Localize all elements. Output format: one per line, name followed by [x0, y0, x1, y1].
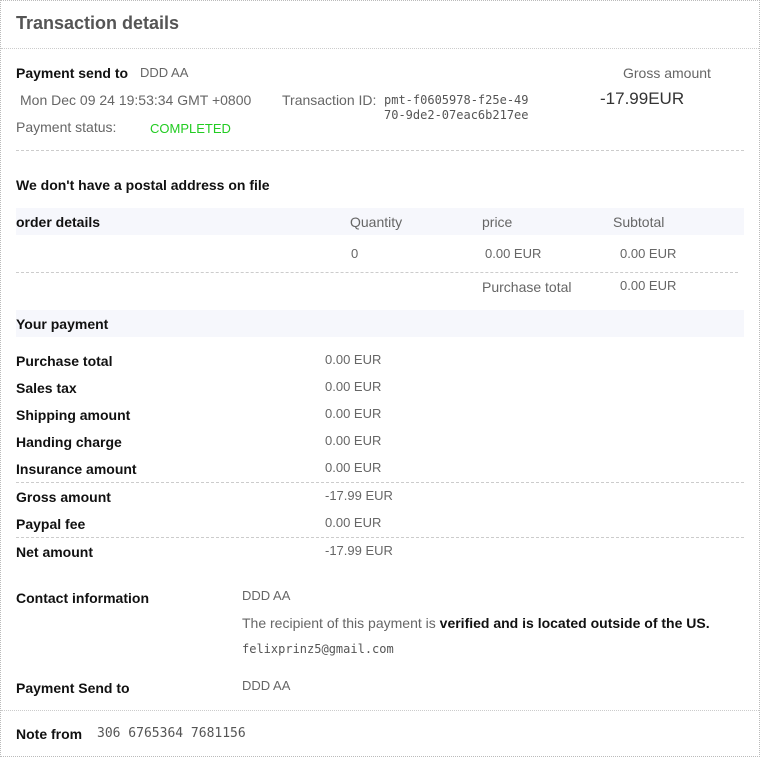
payment-row-label: Shipping amount	[16, 407, 131, 423]
payment-row-label: Insurance amount	[16, 461, 137, 477]
verification-status: verified and is located outside of the U…	[439, 615, 710, 631]
payment-send-to-footer-value: DDD AA	[242, 678, 291, 693]
payment-row-label: Net amount	[16, 544, 93, 560]
divider	[1, 710, 759, 711]
price-header: price	[482, 214, 513, 230]
contact-information-label: Contact information	[16, 590, 149, 606]
transaction-date: Mon Dec 09 24 19:53:34 GMT +0800	[20, 92, 252, 108]
transaction-id-label: Transaction ID:	[282, 92, 377, 108]
purchase-total-value: 0.00 EUR	[620, 278, 677, 293]
contact-name: DDD AA	[242, 588, 291, 603]
payment-send-to-value: DDD AA	[140, 65, 189, 80]
payment-row-value: 0.00 EUR	[325, 515, 382, 530]
payment-row-value: 0.00 EUR	[325, 379, 382, 394]
your-payment-header: Your payment	[16, 316, 109, 332]
purchase-total-label: Purchase total	[482, 279, 572, 295]
postal-address-notice: We don't have a postal address on file	[16, 177, 270, 193]
order-subtotal: 0.00 EUR	[620, 246, 677, 261]
payment-row-label: Purchase total	[16, 353, 113, 369]
order-details-header: order details	[16, 214, 101, 230]
payment-status-label: Payment status:	[16, 119, 117, 135]
divider	[16, 150, 744, 151]
contact-email[interactable]: felixprinz5@gmail.com	[242, 642, 394, 656]
divider	[1, 48, 759, 49]
transaction-id-line1: pmt-f0605978-f25e-49	[384, 93, 529, 107]
divider	[16, 272, 738, 273]
verification-text: The recipient of this payment is verifie…	[242, 615, 710, 631]
payment-row-value: 0.00 EUR	[325, 433, 382, 448]
quantity-header: Quantity	[350, 214, 403, 230]
payment-row-value: -17.99 EUR	[325, 488, 393, 503]
payment-row-value: 0.00 EUR	[325, 352, 382, 367]
divider	[16, 482, 744, 483]
gross-amount-label: Gross amount	[623, 65, 711, 81]
payment-send-to-footer-label: Payment Send to	[16, 680, 130, 696]
note-from-value: 306 6765364 7681156	[97, 726, 246, 741]
gross-amount-value: -17.99EUR	[600, 89, 685, 108]
payment-row-value: 0.00 EUR	[325, 460, 382, 475]
order-header-band	[16, 208, 744, 235]
page-title: Transaction details	[16, 13, 180, 33]
payment-row-label: Handing charge	[16, 434, 122, 450]
note-from-label: Note from	[16, 726, 83, 742]
transaction-id-line2: 70-9de2-07eac6b217ee	[384, 108, 529, 122]
payment-row-label: Sales tax	[16, 380, 77, 396]
verification-prefix: The recipient of this payment is	[242, 615, 440, 631]
payment-send-to-label: Payment send to	[16, 65, 129, 81]
payment-row-label: Gross amount	[16, 489, 111, 505]
order-price: 0.00 EUR	[485, 246, 542, 261]
payment-header-band	[16, 310, 744, 337]
divider	[16, 537, 744, 538]
payment-status-badge: COMPLETED	[150, 121, 231, 136]
order-quantity: 0	[351, 246, 359, 261]
payment-row-value: 0.00 EUR	[325, 406, 382, 421]
payment-row-label: Paypal fee	[16, 516, 86, 532]
payment-row-value: -17.99 EUR	[325, 543, 393, 558]
subtotal-header: Subtotal	[613, 214, 665, 230]
